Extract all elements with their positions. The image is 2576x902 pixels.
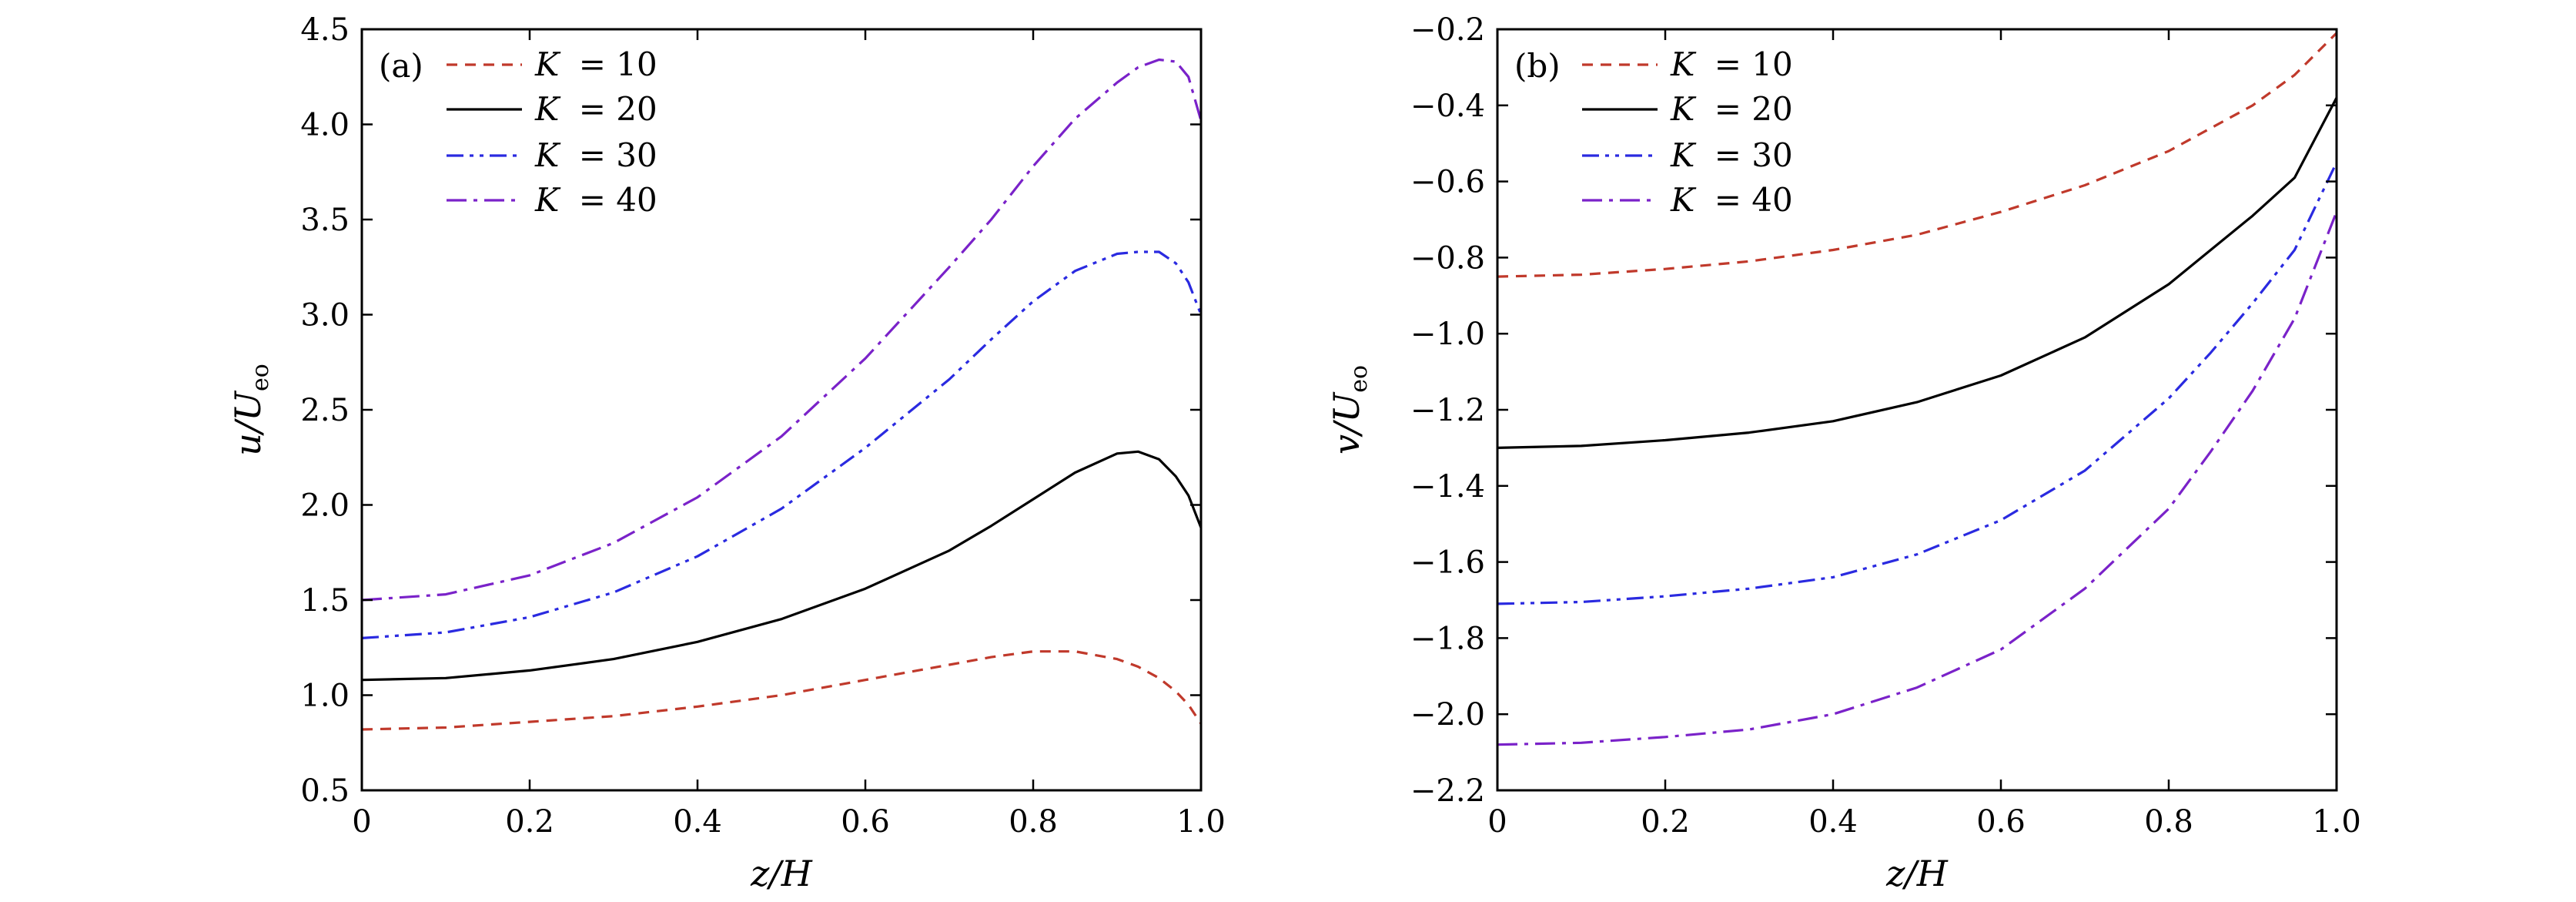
svg-text:K = 20: K = 20 bbox=[1670, 90, 1793, 128]
y-tick-label: 1.0 bbox=[300, 679, 350, 714]
y-axis-label: u/Ueo bbox=[227, 364, 274, 456]
legend-symbol: K bbox=[1670, 90, 1697, 128]
series-line-k20 bbox=[1497, 97, 2338, 449]
svg-text:K = 20: K = 20 bbox=[534, 90, 657, 128]
legend-value: = 10 bbox=[1715, 45, 1793, 83]
legend-value: = 20 bbox=[579, 90, 657, 128]
y-tick-label: −0.4 bbox=[1410, 89, 1485, 124]
x-tick-label: 0.8 bbox=[1009, 804, 1058, 840]
svg-text:K = 10: K = 10 bbox=[1670, 45, 1793, 83]
y-tick-label: −0.2 bbox=[1410, 12, 1485, 48]
y-tick-label: 3.5 bbox=[300, 203, 350, 238]
y-tick-label: −1.2 bbox=[1410, 393, 1485, 428]
legend-symbol: K bbox=[534, 90, 561, 128]
y-tick-label: 0.5 bbox=[300, 773, 350, 809]
y-axis-label: v/Ueo bbox=[1326, 365, 1373, 454]
x-tick-label: 0.2 bbox=[1641, 804, 1690, 840]
legend-value: = 20 bbox=[1715, 90, 1793, 128]
x-tick-label: 0.6 bbox=[841, 804, 890, 840]
legend-symbol: K bbox=[1670, 181, 1697, 219]
y-tick-label: 2.0 bbox=[300, 488, 350, 524]
series-line-k20 bbox=[361, 450, 1203, 682]
legend-value: = 30 bbox=[579, 136, 657, 174]
x-tick-label: 0.2 bbox=[505, 804, 554, 840]
y-tick-label: −0.6 bbox=[1410, 165, 1485, 200]
y-tick-label: −1.8 bbox=[1410, 621, 1485, 656]
legend-symbol: K bbox=[534, 181, 561, 219]
legend-entry: K = 40 bbox=[1582, 181, 1793, 219]
y-tick-label: −1.6 bbox=[1410, 545, 1485, 581]
legend-entry: K = 30 bbox=[447, 136, 657, 174]
legend-symbol: K bbox=[1670, 45, 1697, 83]
series-group bbox=[1497, 32, 2338, 746]
legend-value: = 30 bbox=[1715, 136, 1793, 174]
y-tick-label: −1.0 bbox=[1410, 317, 1485, 352]
legend-value: = 10 bbox=[579, 45, 657, 83]
x-tick-label: 0 bbox=[352, 804, 371, 840]
panel-label: (b) bbox=[1514, 47, 1561, 85]
legend-symbol: K bbox=[534, 45, 561, 83]
x-axis-label: z/H bbox=[750, 853, 813, 894]
legend-value: = 40 bbox=[1715, 181, 1793, 219]
x-tick-label: 1.0 bbox=[1176, 804, 1226, 840]
panel-a: 0 0.2 0.4 0.6 0.8 1.0 0.5 1.0 1.5 2.0 2.5 3.0 3.5 4.0… bbox=[227, 12, 1226, 894]
legend-entry: K = 20 bbox=[447, 90, 657, 128]
legend-entry: K = 10 bbox=[1582, 45, 1793, 83]
y-tick-label: 3.0 bbox=[300, 298, 350, 334]
legend: K = 10 K = 20 K = 30 bbox=[1582, 45, 1793, 219]
svg-text:K = 40: K = 40 bbox=[534, 181, 657, 219]
x-tick-label: 0 bbox=[1487, 804, 1507, 840]
svg-text:K = 40: K = 40 bbox=[1670, 181, 1793, 219]
legend-symbol: K bbox=[534, 136, 561, 174]
x-tick-label: 1.0 bbox=[2312, 804, 2361, 840]
x-tick-label: 0.6 bbox=[1976, 804, 2026, 840]
series-line-k10 bbox=[361, 650, 1203, 731]
panel-label: (a) bbox=[379, 47, 423, 85]
x-tick-label: 0.8 bbox=[2144, 804, 2193, 840]
plot-frame bbox=[1496, 28, 2338, 792]
svg-text:K = 30: K = 30 bbox=[534, 136, 657, 174]
y-tick-label: −0.8 bbox=[1410, 240, 1485, 276]
legend-value: = 40 bbox=[579, 181, 657, 219]
y-tick-label: 4.5 bbox=[300, 12, 350, 48]
series-group bbox=[361, 58, 1203, 731]
x-axis-label: z/H bbox=[1885, 853, 1949, 894]
y-tick-label: 1.5 bbox=[300, 583, 350, 619]
series-line-k30 bbox=[361, 250, 1203, 639]
legend: K = 10 K = 20 K = 30 bbox=[447, 45, 657, 219]
legend-entry: K = 20 bbox=[1582, 90, 1793, 128]
series-line-k40 bbox=[1497, 211, 2338, 746]
plot-frame bbox=[360, 28, 1203, 792]
series-line-k30 bbox=[1497, 162, 2338, 605]
legend-entry: K = 10 bbox=[447, 45, 657, 83]
x-tick-label: 0.4 bbox=[673, 804, 722, 840]
y-tick-label: −2.0 bbox=[1410, 697, 1485, 733]
legend-entry: K = 30 bbox=[1582, 136, 1793, 174]
svg-text:K = 10: K = 10 bbox=[534, 45, 657, 83]
y-tick-label: 4.0 bbox=[300, 108, 350, 143]
tick-group: 0 0.2 0.4 0.6 0.8 1.0 −2.2 −2.0 −1.8 −1.6 −1.4 −1.2… bbox=[1410, 12, 2361, 840]
series-line-k40 bbox=[361, 58, 1203, 602]
legend-entry: K = 40 bbox=[447, 181, 657, 219]
legend-symbol: K bbox=[1670, 136, 1697, 174]
panel-b: 0 0.2 0.4 0.6 0.8 1.0 −2.2 −2.0 −1.8 −1.6 −1.4 −1.2… bbox=[1326, 12, 2361, 894]
y-tick-label: −1.4 bbox=[1410, 469, 1485, 505]
x-tick-label: 0.4 bbox=[1808, 804, 1858, 840]
series-line-k10 bbox=[1497, 32, 2338, 278]
y-tick-label: 2.5 bbox=[300, 393, 350, 428]
y-tick-label: −2.2 bbox=[1410, 773, 1485, 809]
tick-group: 0 0.2 0.4 0.6 0.8 1.0 0.5 1.0 1.5 2.0 2.5 3.0 3.5 4.0… bbox=[300, 12, 1225, 840]
svg-text:K = 30: K = 30 bbox=[1670, 136, 1793, 174]
